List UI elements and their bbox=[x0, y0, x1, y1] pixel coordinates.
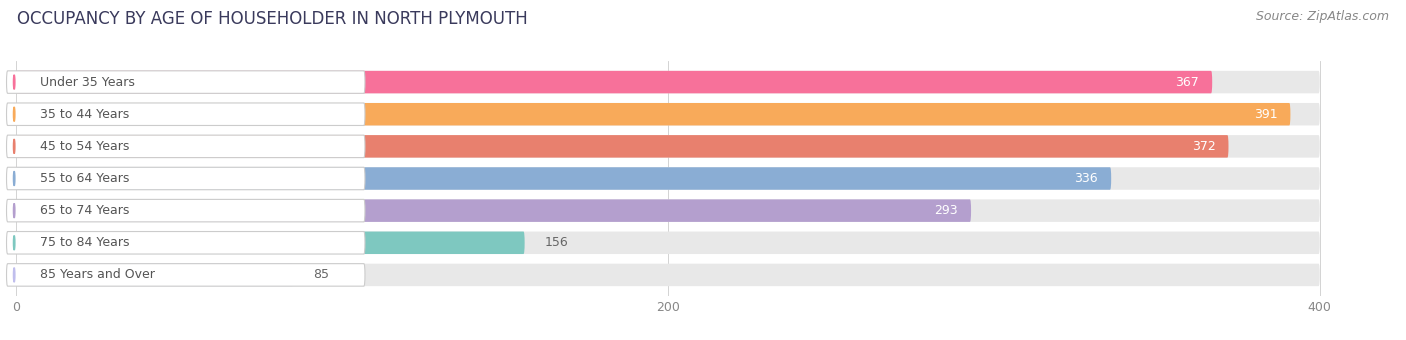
Text: 391: 391 bbox=[1254, 108, 1278, 121]
FancyBboxPatch shape bbox=[17, 264, 1320, 286]
FancyBboxPatch shape bbox=[17, 103, 1291, 125]
Text: 367: 367 bbox=[1175, 75, 1199, 89]
FancyBboxPatch shape bbox=[7, 135, 366, 158]
Circle shape bbox=[14, 236, 15, 250]
FancyBboxPatch shape bbox=[17, 232, 1320, 254]
Text: 85: 85 bbox=[312, 268, 329, 282]
FancyBboxPatch shape bbox=[7, 103, 366, 125]
FancyBboxPatch shape bbox=[17, 135, 1320, 158]
FancyBboxPatch shape bbox=[17, 167, 1320, 190]
Text: Under 35 Years: Under 35 Years bbox=[41, 75, 135, 89]
FancyBboxPatch shape bbox=[17, 264, 294, 286]
Text: OCCUPANCY BY AGE OF HOUSEHOLDER IN NORTH PLYMOUTH: OCCUPANCY BY AGE OF HOUSEHOLDER IN NORTH… bbox=[17, 10, 527, 28]
FancyBboxPatch shape bbox=[7, 232, 366, 254]
FancyBboxPatch shape bbox=[17, 103, 1320, 125]
Text: 55 to 64 Years: 55 to 64 Years bbox=[41, 172, 129, 185]
FancyBboxPatch shape bbox=[17, 71, 1212, 94]
FancyBboxPatch shape bbox=[17, 135, 1229, 158]
FancyBboxPatch shape bbox=[7, 167, 366, 190]
Circle shape bbox=[14, 107, 15, 121]
Text: 156: 156 bbox=[544, 236, 568, 249]
FancyBboxPatch shape bbox=[17, 232, 524, 254]
Text: 372: 372 bbox=[1192, 140, 1215, 153]
FancyBboxPatch shape bbox=[17, 167, 1111, 190]
Text: 293: 293 bbox=[935, 204, 957, 217]
Circle shape bbox=[14, 75, 15, 89]
FancyBboxPatch shape bbox=[7, 264, 366, 286]
Text: 336: 336 bbox=[1074, 172, 1098, 185]
FancyBboxPatch shape bbox=[17, 199, 1320, 222]
Circle shape bbox=[14, 171, 15, 186]
FancyBboxPatch shape bbox=[17, 199, 972, 222]
Text: 85 Years and Over: 85 Years and Over bbox=[41, 268, 155, 282]
FancyBboxPatch shape bbox=[7, 199, 366, 222]
Text: 75 to 84 Years: 75 to 84 Years bbox=[41, 236, 129, 249]
Circle shape bbox=[14, 139, 15, 154]
Text: 65 to 74 Years: 65 to 74 Years bbox=[41, 204, 129, 217]
Text: 35 to 44 Years: 35 to 44 Years bbox=[41, 108, 129, 121]
Text: 45 to 54 Years: 45 to 54 Years bbox=[41, 140, 129, 153]
Text: Source: ZipAtlas.com: Source: ZipAtlas.com bbox=[1256, 10, 1389, 23]
FancyBboxPatch shape bbox=[17, 71, 1320, 94]
FancyBboxPatch shape bbox=[7, 71, 366, 94]
Circle shape bbox=[14, 203, 15, 218]
Circle shape bbox=[14, 268, 15, 282]
